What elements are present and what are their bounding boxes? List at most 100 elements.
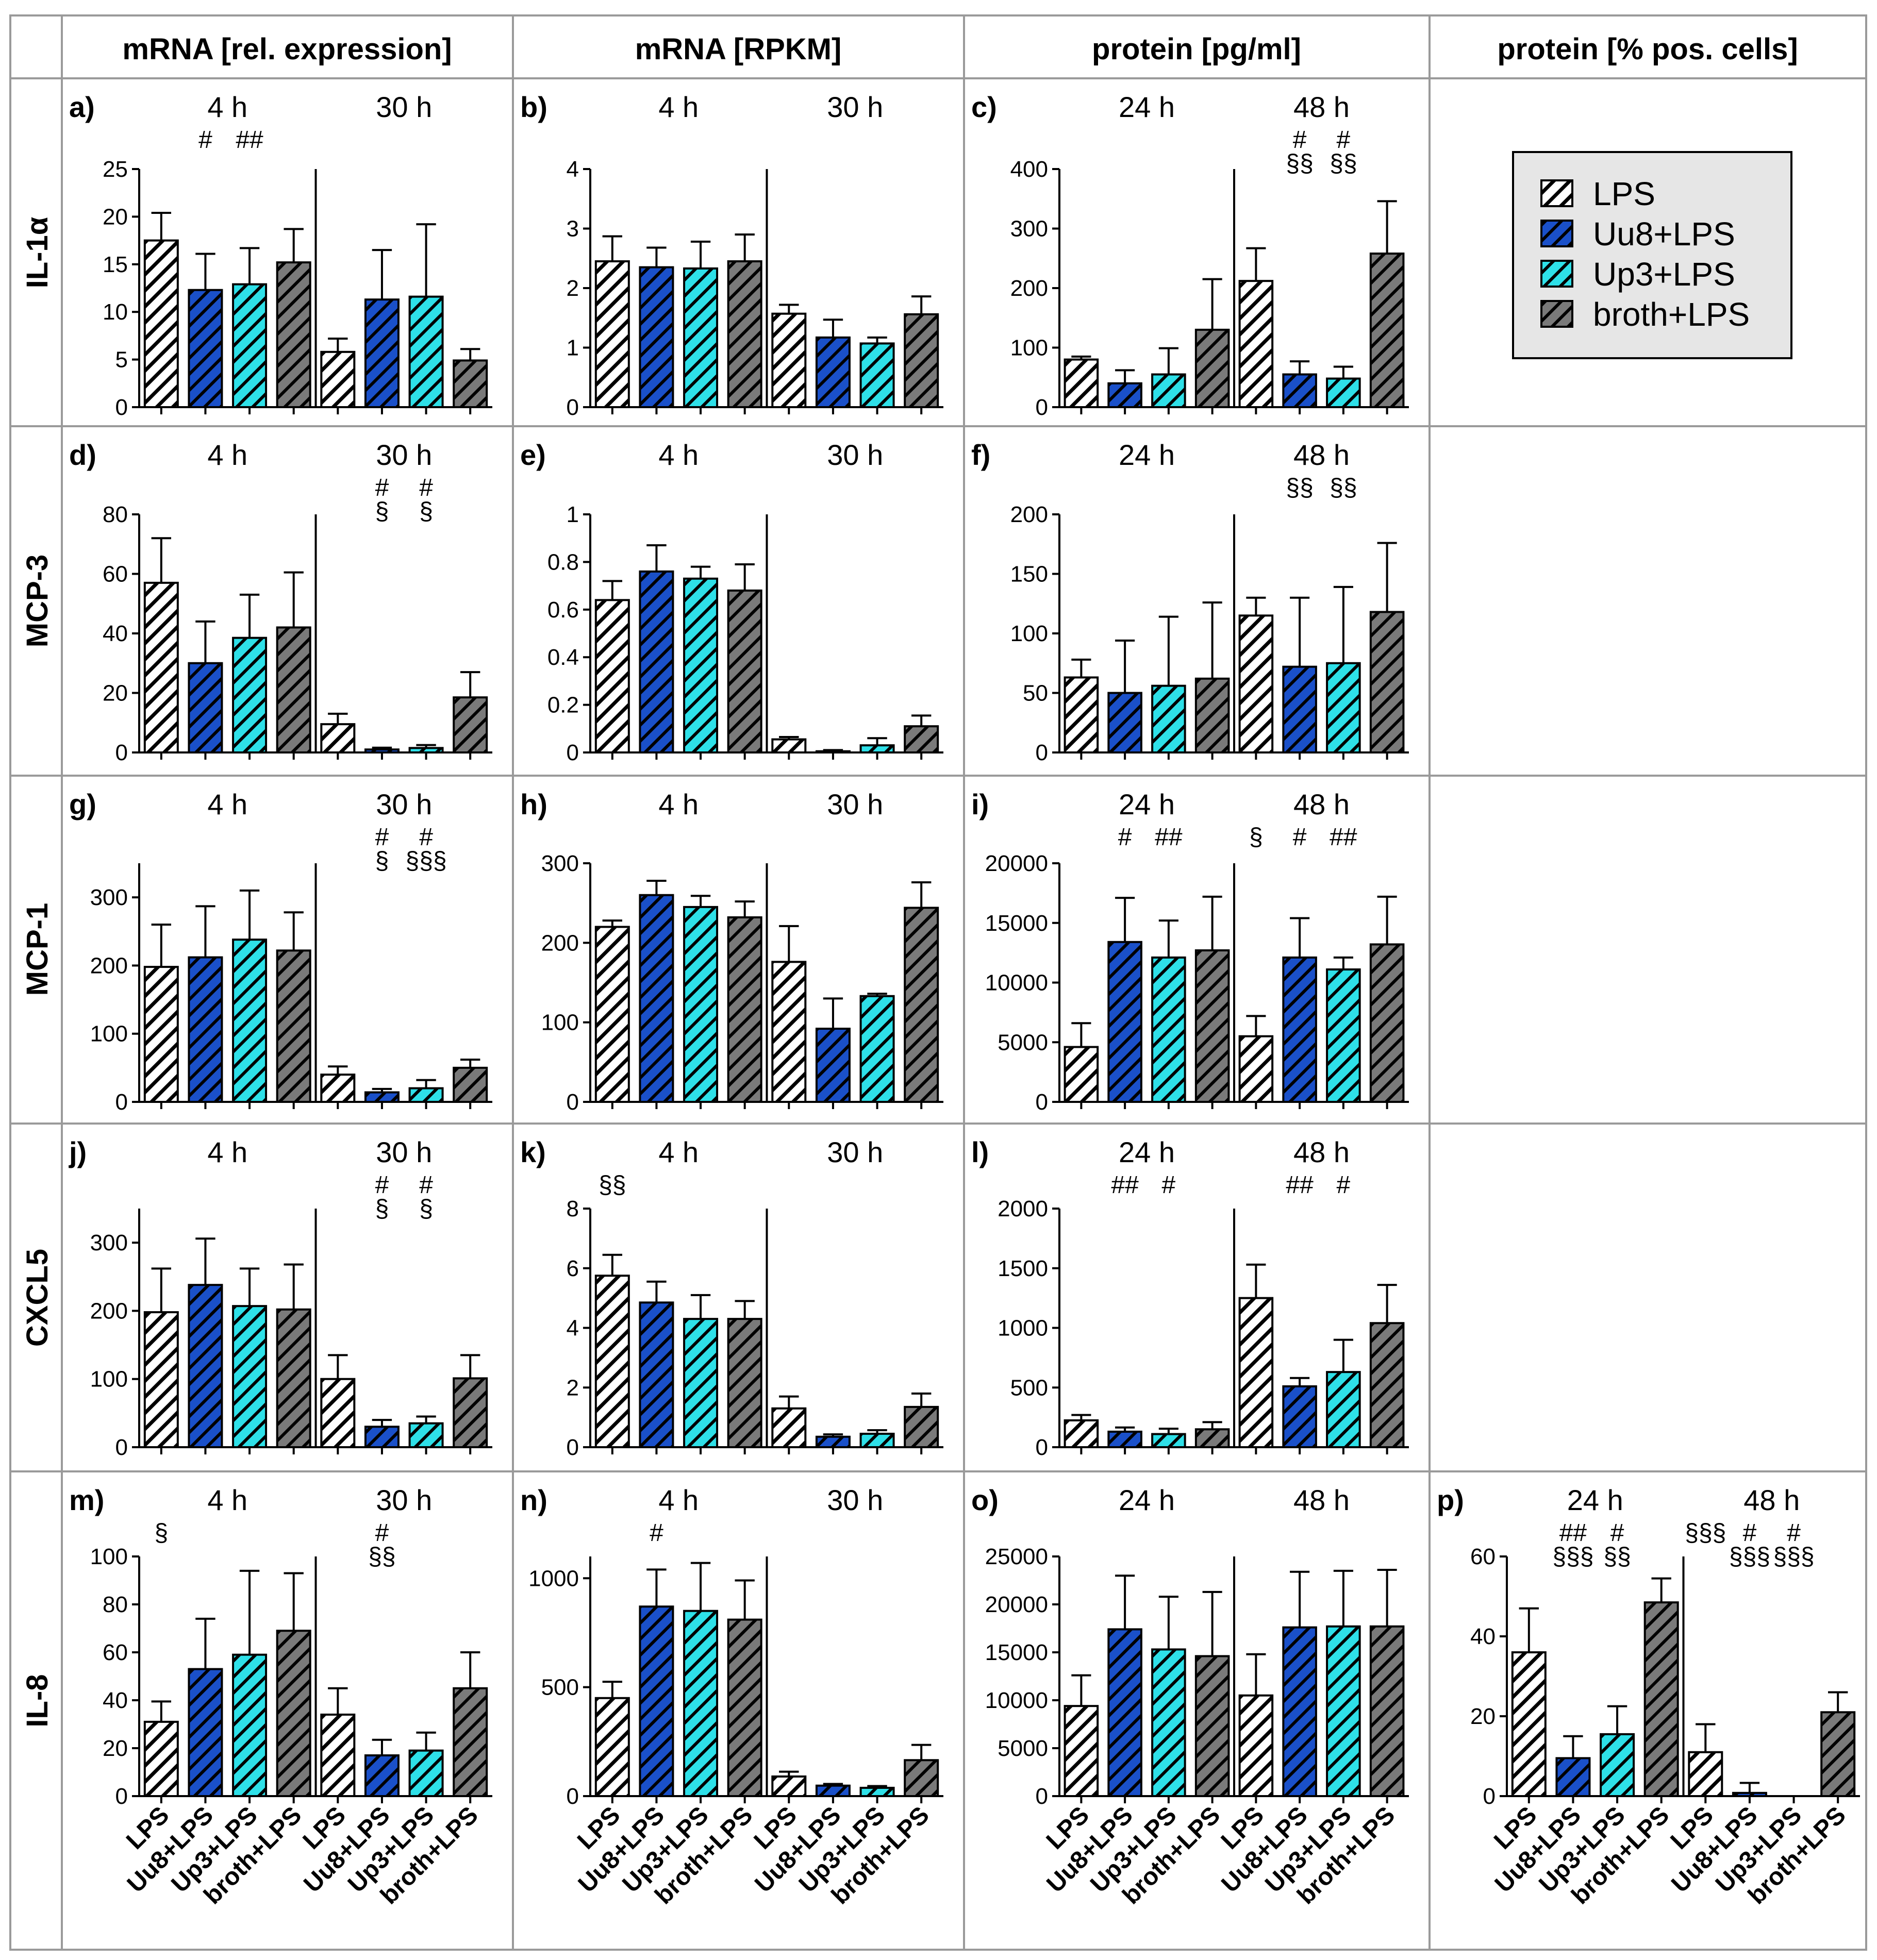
significance-marker-p: # bbox=[1743, 1519, 1757, 1547]
significance-marker-l: # bbox=[1162, 1171, 1176, 1199]
significance-marker-m: §§ bbox=[368, 1543, 395, 1570]
bar-n-30-h-lps bbox=[771, 1775, 807, 1798]
y-tick-label-d: 80 bbox=[103, 502, 128, 527]
panel-label-m: m) bbox=[69, 1484, 104, 1516]
bar-j-4-h-up3-lps bbox=[232, 1305, 268, 1448]
y-tick-label-e: 1 bbox=[567, 502, 579, 527]
bar-f-24-h-up3-lps bbox=[1151, 684, 1186, 754]
bar-a-30-h-broth-lps bbox=[453, 359, 488, 408]
legend-label-lps: LPS bbox=[1593, 175, 1655, 212]
significance-marker-a: ## bbox=[236, 126, 263, 154]
y-tick-label-g: 200 bbox=[90, 953, 128, 978]
panel-label-l: l) bbox=[971, 1136, 989, 1168]
group-title-k-4-h: 4 h bbox=[658, 1136, 699, 1168]
panel-label-g: g) bbox=[69, 788, 96, 820]
bar-b-30-h-uu8-lps bbox=[815, 336, 851, 408]
group-title-j-30-h: 30 h bbox=[376, 1136, 432, 1168]
significance-marker-p: §§§ bbox=[1729, 1543, 1770, 1570]
y-tick-label-o: 10000 bbox=[985, 1688, 1048, 1713]
bar-e-4-h-broth-lps bbox=[727, 589, 762, 753]
bar-p-24-h-uu8-lps bbox=[1555, 1757, 1591, 1797]
y-tick-label-i: 15000 bbox=[985, 911, 1048, 936]
bar-o-48-h-lps bbox=[1238, 1694, 1274, 1797]
significance-marker-p: §§ bbox=[1603, 1543, 1631, 1570]
bar-l-48-h-up3-lps bbox=[1326, 1371, 1361, 1449]
significance-marker-p: §§§ bbox=[1552, 1543, 1593, 1570]
bar-a-4-h-up3-lps bbox=[232, 283, 268, 408]
y-tick-label-b: 1 bbox=[567, 336, 579, 361]
significance-marker-j: # bbox=[375, 1171, 389, 1199]
y-tick-label-m: 40 bbox=[103, 1688, 128, 1713]
y-tick-label-b: 2 bbox=[567, 276, 579, 301]
bar-g-4-h-lps bbox=[143, 966, 179, 1103]
bar-e-4-h-uu8-lps bbox=[639, 570, 674, 753]
bar-j-30-h-up3-lps bbox=[408, 1422, 444, 1448]
y-tick-label-d: 20 bbox=[103, 681, 128, 706]
y-tick-label-o: 15000 bbox=[985, 1640, 1048, 1665]
y-tick-label-f: 0 bbox=[1036, 740, 1048, 765]
bar-b-30-h-lps bbox=[771, 312, 807, 408]
bar-l-48-h-lps bbox=[1238, 1297, 1274, 1448]
bar-g-4-h-uu8-lps bbox=[188, 956, 223, 1103]
group-title-o-48-h: 48 h bbox=[1293, 1484, 1350, 1516]
bar-f-24-h-lps bbox=[1064, 676, 1099, 753]
bar-k-30-h-lps bbox=[771, 1407, 807, 1448]
bar-h-4-h-uu8-lps bbox=[639, 894, 674, 1103]
bar-i-24-h-uu8-lps bbox=[1107, 941, 1142, 1103]
group-title-e-30-h: 30 h bbox=[827, 439, 883, 471]
bar-g-4-h-broth-lps bbox=[276, 949, 311, 1103]
bar-m-4-h-broth-lps bbox=[276, 1630, 311, 1797]
bar-g-30-h-broth-lps bbox=[453, 1066, 488, 1103]
bar-m-30-h-broth-lps bbox=[453, 1687, 488, 1797]
bar-p-48-h-lps bbox=[1688, 1751, 1723, 1797]
bar-p-48-h-uu8-lps bbox=[1732, 1791, 1767, 1798]
bar-d-4-h-lps bbox=[143, 581, 179, 753]
bar-d-4-h-uu8-lps bbox=[188, 662, 223, 753]
bar-b-30-h-broth-lps bbox=[904, 313, 939, 408]
bar-n-30-h-uu8-lps bbox=[815, 1784, 851, 1797]
y-tick-label-m: 0 bbox=[115, 1784, 128, 1809]
bar-o-24-h-lps bbox=[1064, 1705, 1099, 1797]
y-tick-label-n: 0 bbox=[567, 1784, 579, 1809]
bar-m-4-h-up3-lps bbox=[232, 1653, 268, 1797]
bar-k-4-h-up3-lps bbox=[683, 1318, 719, 1448]
significance-marker-i: ## bbox=[1330, 824, 1357, 851]
group-title-i-48-h: 48 h bbox=[1293, 788, 1350, 820]
bar-k-30-h-up3-lps bbox=[859, 1432, 895, 1449]
bar-l-48-h-uu8-lps bbox=[1282, 1385, 1317, 1449]
bar-m-4-h-uu8-lps bbox=[188, 1668, 223, 1798]
y-tick-label-i: 10000 bbox=[985, 970, 1048, 996]
bar-n-30-h-up3-lps bbox=[859, 1786, 895, 1797]
bar-d-30-h-lps bbox=[320, 723, 356, 753]
panel-label-o: o) bbox=[971, 1484, 999, 1516]
y-tick-label-l: 1000 bbox=[998, 1316, 1048, 1341]
bar-l-24-h-broth-lps bbox=[1194, 1428, 1230, 1448]
significance-marker-d: § bbox=[375, 498, 389, 525]
bar-e-30-h-up3-lps bbox=[859, 744, 895, 754]
y-tick-label-a: 15 bbox=[103, 252, 128, 277]
significance-marker-c: # bbox=[1337, 126, 1351, 154]
bar-d-4-h-up3-lps bbox=[232, 636, 268, 753]
group-title-n-30-h: 30 h bbox=[827, 1484, 883, 1516]
panel-label-j: j) bbox=[69, 1136, 87, 1168]
y-tick-label-a: 20 bbox=[103, 204, 128, 229]
significance-marker-f: §§ bbox=[1330, 474, 1357, 501]
y-tick-label-j: 100 bbox=[90, 1367, 128, 1392]
group-title-m-4-h: 4 h bbox=[207, 1484, 247, 1516]
bar-d-30-h-up3-lps bbox=[408, 747, 444, 754]
y-tick-label-a: 10 bbox=[103, 299, 128, 325]
bar-e-4-h-lps bbox=[594, 599, 630, 753]
bar-o-48-h-uu8-lps bbox=[1282, 1626, 1317, 1797]
significance-marker-n: # bbox=[650, 1519, 663, 1547]
bar-f-48-h-uu8-lps bbox=[1282, 665, 1317, 754]
bar-h-4-h-up3-lps bbox=[683, 906, 719, 1103]
y-tick-label-e: 0.2 bbox=[547, 693, 579, 718]
y-tick-label-c: 0 bbox=[1036, 395, 1048, 420]
legend-label-up3: Up3+LPS bbox=[1593, 256, 1735, 293]
y-tick-label-g: 100 bbox=[90, 1021, 128, 1047]
bar-e-30-h-lps bbox=[771, 738, 807, 753]
y-tick-label-h: 300 bbox=[541, 851, 579, 876]
y-tick-label-d: 0 bbox=[115, 740, 128, 765]
legend-swatch-lps bbox=[1540, 179, 1573, 207]
